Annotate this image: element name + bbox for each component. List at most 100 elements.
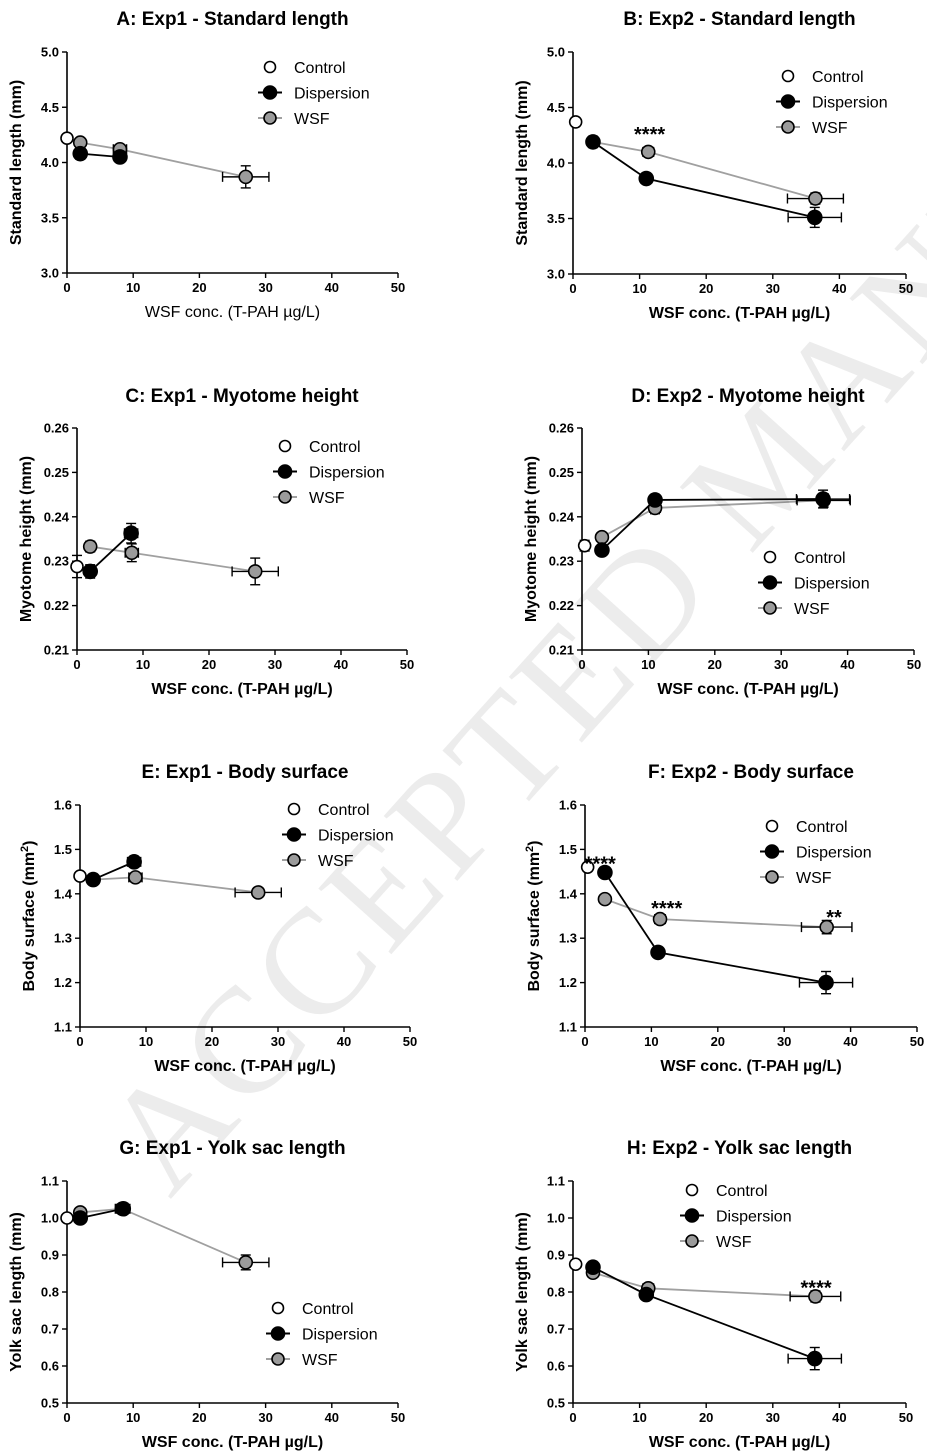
data-point-wsf xyxy=(819,919,834,935)
y-tick-label: 3.0 xyxy=(547,267,565,282)
legend-marker xyxy=(263,111,277,125)
series-line-wsf xyxy=(93,876,259,894)
y-tick-label: 1.1 xyxy=(54,1020,72,1035)
legend-marker xyxy=(763,601,777,615)
legend-label: WSF xyxy=(716,1234,752,1251)
data-point-wsf xyxy=(128,870,143,885)
data-point-wsf xyxy=(640,144,656,160)
legend-label: Dispersion xyxy=(309,465,385,482)
x-tick-label: 30 xyxy=(258,1410,272,1425)
legend-label: Control xyxy=(794,550,846,567)
series-dispersion xyxy=(72,145,128,165)
legend-marker xyxy=(684,1208,700,1223)
legend-label: Control xyxy=(309,439,361,456)
legend-marker xyxy=(287,802,301,816)
x-tick-label: 30 xyxy=(766,281,780,296)
data-point-dispersion xyxy=(123,525,139,542)
x-tick-label: 10 xyxy=(136,657,150,672)
legend-marker xyxy=(270,1326,286,1341)
series-wsf xyxy=(597,891,853,935)
significance-annotation: ** xyxy=(826,907,842,929)
legend: Control Dispersion WSF xyxy=(282,802,394,870)
y-tick-label: 0.25 xyxy=(44,465,69,480)
y-axis-label: Myotome height (mm) xyxy=(523,456,540,622)
x-tick-label: 10 xyxy=(139,1034,153,1049)
x-tick-label: 40 xyxy=(843,1034,857,1049)
data-point-dispersion xyxy=(638,1286,655,1303)
x-axis-label: WSF conc. (T-PAH µg/L) xyxy=(142,1434,323,1451)
x-tick-label: 30 xyxy=(258,280,272,295)
x-tick-label: 0 xyxy=(76,1034,83,1049)
x-tick-label: 20 xyxy=(192,280,206,295)
y-tick-label: 1.0 xyxy=(547,1211,565,1226)
legend-marker xyxy=(762,575,778,590)
legend-marker xyxy=(271,1301,285,1315)
data-point-control xyxy=(580,860,595,874)
legend-label: Dispersion xyxy=(318,828,394,845)
chart-title: H: Exp2 - Yolk sac length xyxy=(627,1138,852,1159)
data-point-wsf xyxy=(247,564,263,579)
legend-marker xyxy=(685,1183,699,1197)
series-line-dispersion xyxy=(592,141,815,219)
data-point-dispersion xyxy=(638,170,655,187)
x-tick-label: 10 xyxy=(632,1410,646,1425)
x-axis-label: WSF conc. (T-PAH µg/L) xyxy=(660,1058,841,1075)
chart-panel-f: F: Exp2 - Body surface 0 10 20 30 40 50 1.1 1.2 1… xyxy=(524,762,924,1075)
legend-label: Control xyxy=(716,1183,768,1200)
legend-label: Control xyxy=(796,819,848,836)
y-tick-label: 1.0 xyxy=(41,1211,59,1226)
legend-label: Control xyxy=(294,60,346,77)
y-tick-label: 1.4 xyxy=(559,886,578,901)
data-point-wsf xyxy=(82,539,98,554)
data-point-dispersion xyxy=(647,492,663,508)
y-axis-label: Body surface (mm2) xyxy=(524,840,543,991)
chart-panel-g: G: Exp1 - Yolk sac length 0 10 20 30 40 50 0.5 0… xyxy=(8,1138,405,1451)
x-tick-label: 0 xyxy=(578,657,585,672)
x-tick-label: 20 xyxy=(699,1410,713,1425)
data-point-dispersion xyxy=(115,1200,132,1217)
y-tick-label: 0.24 xyxy=(549,509,575,524)
legend: Control Dispersion WSF xyxy=(758,550,870,618)
series-wsf xyxy=(594,493,851,545)
y-tick-label: 1.1 xyxy=(559,1020,577,1035)
y-tick-label: 0.9 xyxy=(547,1248,565,1263)
legend-marker xyxy=(780,94,796,109)
legend-marker xyxy=(287,853,301,867)
data-point-control xyxy=(568,1257,583,1272)
x-tick-label: 20 xyxy=(711,1034,725,1049)
x-tick-label: 10 xyxy=(632,281,646,296)
y-tick-label: 3.0 xyxy=(41,266,59,281)
data-point-dispersion xyxy=(126,854,142,870)
legend-marker xyxy=(781,69,795,83)
data-point-control xyxy=(568,115,583,129)
x-tick-label: 50 xyxy=(400,657,414,672)
legend: Control Dispersion WSF xyxy=(273,439,385,507)
x-tick-label: 40 xyxy=(832,281,846,296)
legend: Control Dispersion WSF xyxy=(760,819,872,887)
y-tick-label: 1.1 xyxy=(547,1174,565,1189)
legend-label: WSF xyxy=(309,490,345,507)
y-tick-label: 1.4 xyxy=(54,886,73,901)
series-line-dispersion xyxy=(604,871,827,984)
x-tick-label: 10 xyxy=(644,1034,658,1049)
data-point-dispersion xyxy=(815,491,831,507)
x-tick-label: 20 xyxy=(205,1034,219,1049)
series-line-wsf xyxy=(80,141,246,178)
data-point-dispersion xyxy=(585,1259,601,1276)
x-axis-label: WSF conc. (T-PAH µg/L) xyxy=(151,681,332,698)
data-point-dispersion xyxy=(72,1210,89,1226)
data-point-dispersion xyxy=(806,1350,823,1367)
y-tick-label: 0.6 xyxy=(547,1359,565,1374)
significance-annotation: **** xyxy=(634,124,665,146)
x-tick-label: 40 xyxy=(334,657,348,672)
legend-marker xyxy=(765,870,779,884)
y-tick-label: 1.2 xyxy=(54,975,72,990)
data-point-wsf xyxy=(652,911,668,927)
legend: Control Dispersion WSF xyxy=(266,1301,378,1369)
series-dispersion xyxy=(594,489,851,558)
legend-marker xyxy=(286,827,302,842)
x-tick-label: 30 xyxy=(268,657,282,672)
significance-annotation: **** xyxy=(585,854,616,876)
chart-title: C: Exp1 - Myotome height xyxy=(125,386,359,407)
